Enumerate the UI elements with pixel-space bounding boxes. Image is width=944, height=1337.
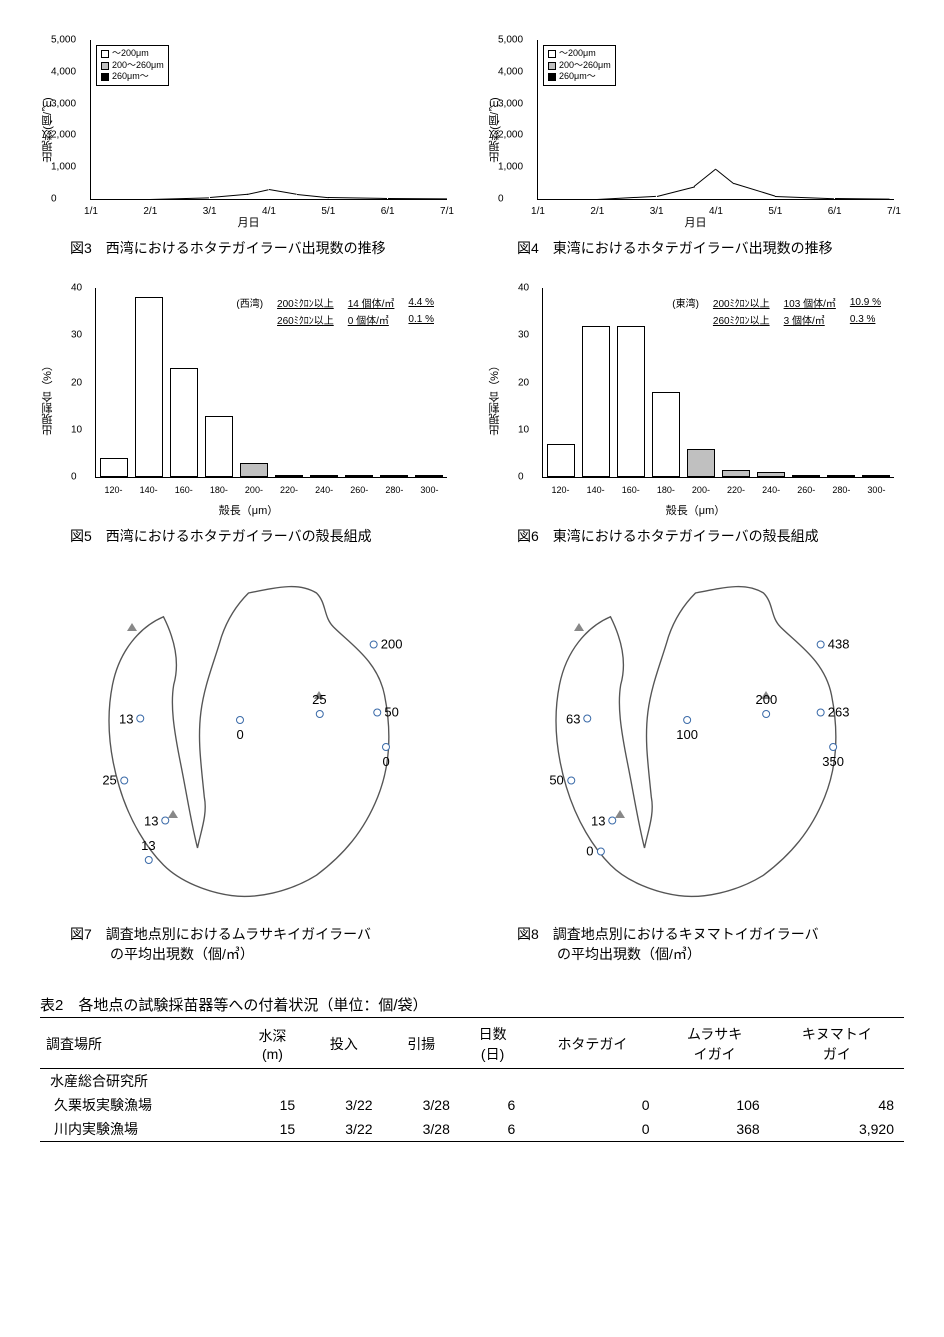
fig4-legend: ～200μm200～260μm260μm～ [543,45,616,86]
fig7-caption: 図7 調査地点別におけるムラサキイガイラーバ [40,924,457,944]
fig3-plot-area: ～200μm200～260μm260μm～ 01,0002,0003,0004,… [90,40,447,200]
fig5-ylabel: 出現割合（%） [40,360,56,436]
fig8-caption2: の平均出現数（個/㎥） [487,944,904,964]
fig5-plot-area: 010203040120-140-160-180-200-220-240-260… [95,288,447,478]
fig7-map: 20025501300251313 [40,576,457,916]
table2-body: 水産総合研究所久栗坂実験漁場153/223/286010648川内実験漁場153… [40,1069,904,1142]
fig5-caption: 図5 西湾におけるホタテガイラーバの殻長組成 [40,526,457,546]
table2-title: 表2 各地点の試験採苗器等への付着状況（単位：個/袋） [40,994,904,1018]
fig3-legend: ～200μm200～260μm260μm～ [96,45,169,86]
fig3-caption: 図3 西湾におけるホタテガイラーバ出現数の推移 [40,238,457,258]
table2-header-row: 調査場所水深(m)投入引揚日数(日)ホタテガイムラサキイガイキヌマトイガイ [40,1020,904,1069]
fig6-bar-chart: 出現割合（%） 010203040120-140-160-180-200-220… [487,278,904,518]
fig4-line-chart: 出現数(個/㎥) ～200μm200～260μm260μm～ 01,0002,0… [487,30,904,230]
fig4-xlabel: 月日 [685,214,707,230]
fig8-map: 4382002636310035050130 [487,576,904,916]
fig4-plot-area: ～200μm200～260μm260μm～ 01,0002,0003,0004,… [537,40,894,200]
fig5-bar-chart: 出現割合（%） 010203040120-140-160-180-200-220… [40,278,457,518]
fig6-caption: 図6 東湾におけるホタテガイラーバの殻長組成 [487,526,904,546]
fig6-ylabel: 出現割合（%） [487,360,503,436]
fig4-caption: 図4 東湾におけるホタテガイラーバ出現数の推移 [487,238,904,258]
fig6-plot-area: 010203040120-140-160-180-200-220-240-260… [542,288,894,478]
fig3-xlabel: 月日 [238,214,260,230]
fig5-xlabel: 殻長（μm） [219,502,279,518]
fig8-caption: 図8 調査地点別におけるキヌマトイガイラーバ [487,924,904,944]
fig7-caption2: の平均出現数（個/㎥） [40,944,457,964]
table2: 調査場所水深(m)投入引揚日数(日)ホタテガイムラサキイガイキヌマトイガイ 水産… [40,1020,904,1142]
fig3-line-chart: 出現数(個/㎥) ～200μm200～260μm260μm～ 01,0002,0… [40,30,457,230]
fig6-xlabel: 殻長（μm） [666,502,726,518]
